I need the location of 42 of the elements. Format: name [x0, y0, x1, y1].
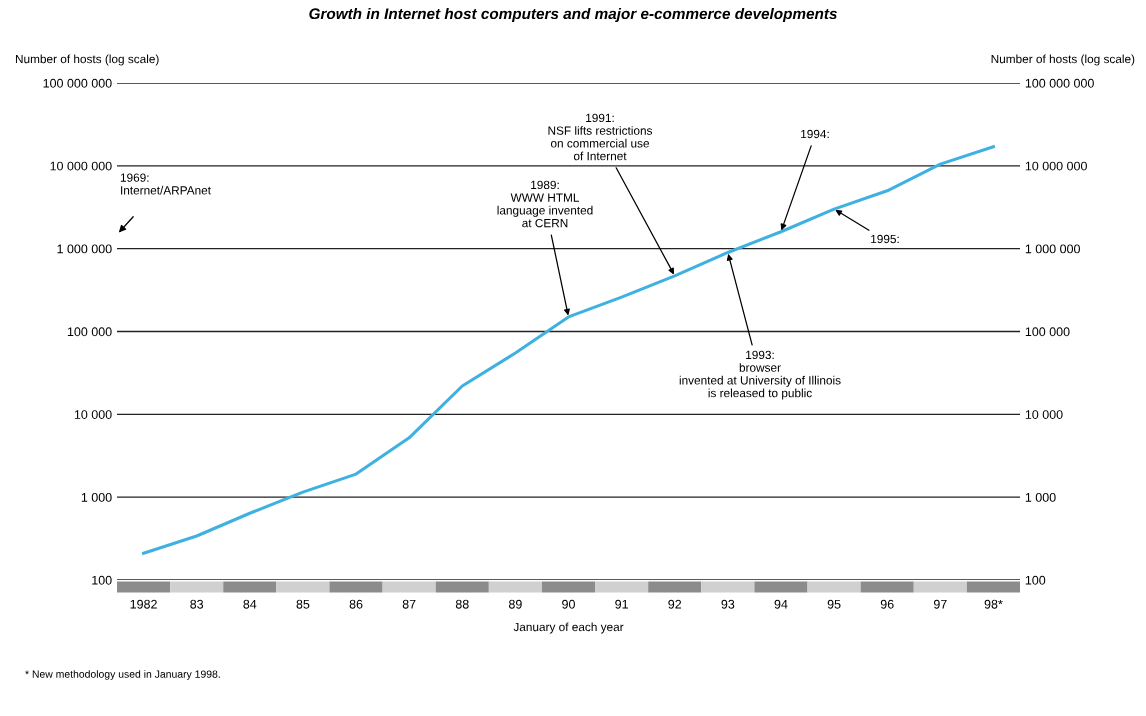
x-tick-label: 92: [668, 599, 682, 609]
y-tick-label: 1 000: [81, 492, 112, 502]
y2-axis-title: Number of hosts (log scale): [991, 54, 1135, 66]
y-tick-label: 10 000 000: [50, 161, 112, 171]
chart-title: Growth in Internet host computers and major e-commerce developments: [309, 7, 837, 23]
y-tick-label: 1 000 000: [57, 244, 112, 254]
annotation: 1989: WWW HTML language invented at CERN: [497, 180, 593, 228]
annotation: 1994:: [801, 129, 829, 139]
x-tick-label: 1982: [130, 599, 157, 609]
x-tick-label: 88: [455, 599, 469, 609]
text: 1 000 000: [1025, 244, 1080, 254]
text: 100 000: [1025, 327, 1070, 337]
x-tick-label: 96: [880, 599, 894, 609]
annotation: 1993: browser invented at University of Illinois is released to public: [679, 350, 841, 400]
y-tick-label: 100 000 000: [43, 78, 112, 88]
y-tick-label: 100: [92, 575, 112, 585]
annotation: 1991: NSF lifts restrictions on commercial use of Internet: [548, 113, 653, 161]
x-tick-label: 87: [402, 599, 416, 609]
x-tick-label: 98*: [984, 599, 1003, 609]
x-tick-label: 94: [774, 599, 788, 609]
x-axis-title: January of each year: [513, 622, 624, 634]
x-tick-label: 84: [243, 599, 257, 609]
text: 10 000 000: [1025, 161, 1087, 171]
x-tick-label: 90: [562, 599, 575, 609]
text: 100 000 000: [1025, 78, 1094, 88]
text: 10 000: [1025, 410, 1063, 419]
x-tick-label: 97: [933, 599, 947, 609]
y-tick-label: 100 000: [67, 327, 112, 337]
x-tick-label: 89: [508, 599, 522, 609]
x-tick-label: 91: [615, 599, 628, 609]
x-tick-label: 85: [296, 599, 310, 609]
text: 100: [1025, 575, 1046, 585]
annotation: 1995:: [871, 234, 899, 244]
y-tick-label: 10 000: [74, 410, 112, 419]
x-tick-label: 93: [721, 599, 735, 609]
y-axis-title: Number of hosts (log scale): [15, 54, 159, 66]
x-tick-label: 95: [827, 599, 841, 609]
x-tick-label: 86: [349, 599, 363, 609]
text: * New methodology used in January 1998.: [25, 670, 220, 680]
x-tick-label: 83: [190, 599, 204, 609]
annotation: 1969: Internet/ARPAnet: [120, 173, 211, 195]
text: 1 000: [1025, 492, 1056, 502]
